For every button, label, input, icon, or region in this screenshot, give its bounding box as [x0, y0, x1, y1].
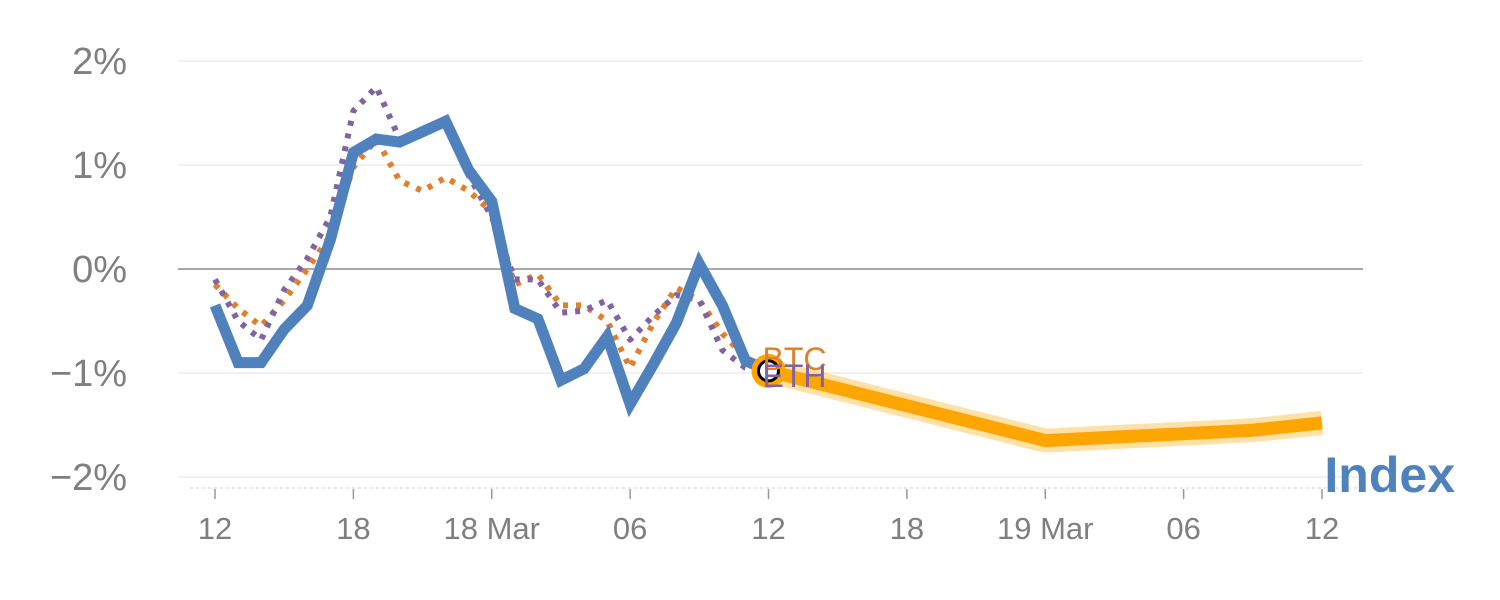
x-tick-label: 12 — [751, 511, 785, 546]
btc-series-label: BTC — [763, 341, 827, 377]
axis-layer: 2% 1% 0% −1% −2% 12 18 18 Mar 06 12 18 19 Mar 06 12 — [50, 41, 1365, 546]
x-tick-label: 06 — [1166, 511, 1200, 546]
y-tick-label: −1% — [50, 353, 127, 395]
y-tick-label: −2% — [50, 457, 127, 499]
x-tick-label: 06 — [613, 511, 647, 546]
latest-point-marker-core — [757, 359, 780, 383]
btc-line — [212, 136, 771, 374]
x-tick-label: 18 — [890, 511, 924, 546]
eth-series-label: ETH — [763, 358, 827, 394]
index-line — [209, 114, 771, 418]
y-tick-label: 2% — [72, 41, 127, 83]
series-layer — [209, 84, 1324, 453]
y-tick-label: 0% — [72, 249, 127, 291]
x-tick-label: 19 Mar — [997, 511, 1093, 546]
x-tick-label: 12 — [1305, 511, 1339, 546]
x-tick-label: 18 — [336, 511, 370, 546]
forecast-line — [766, 364, 1323, 448]
grid-layer — [178, 60, 1363, 478]
x-tick-label: 12 — [198, 511, 232, 546]
eth-line — [212, 84, 770, 378]
x-tick-label: 18 Mar — [444, 511, 540, 546]
y-tick-label: 1% — [72, 145, 127, 187]
chart-title: Index — [1324, 447, 1455, 503]
